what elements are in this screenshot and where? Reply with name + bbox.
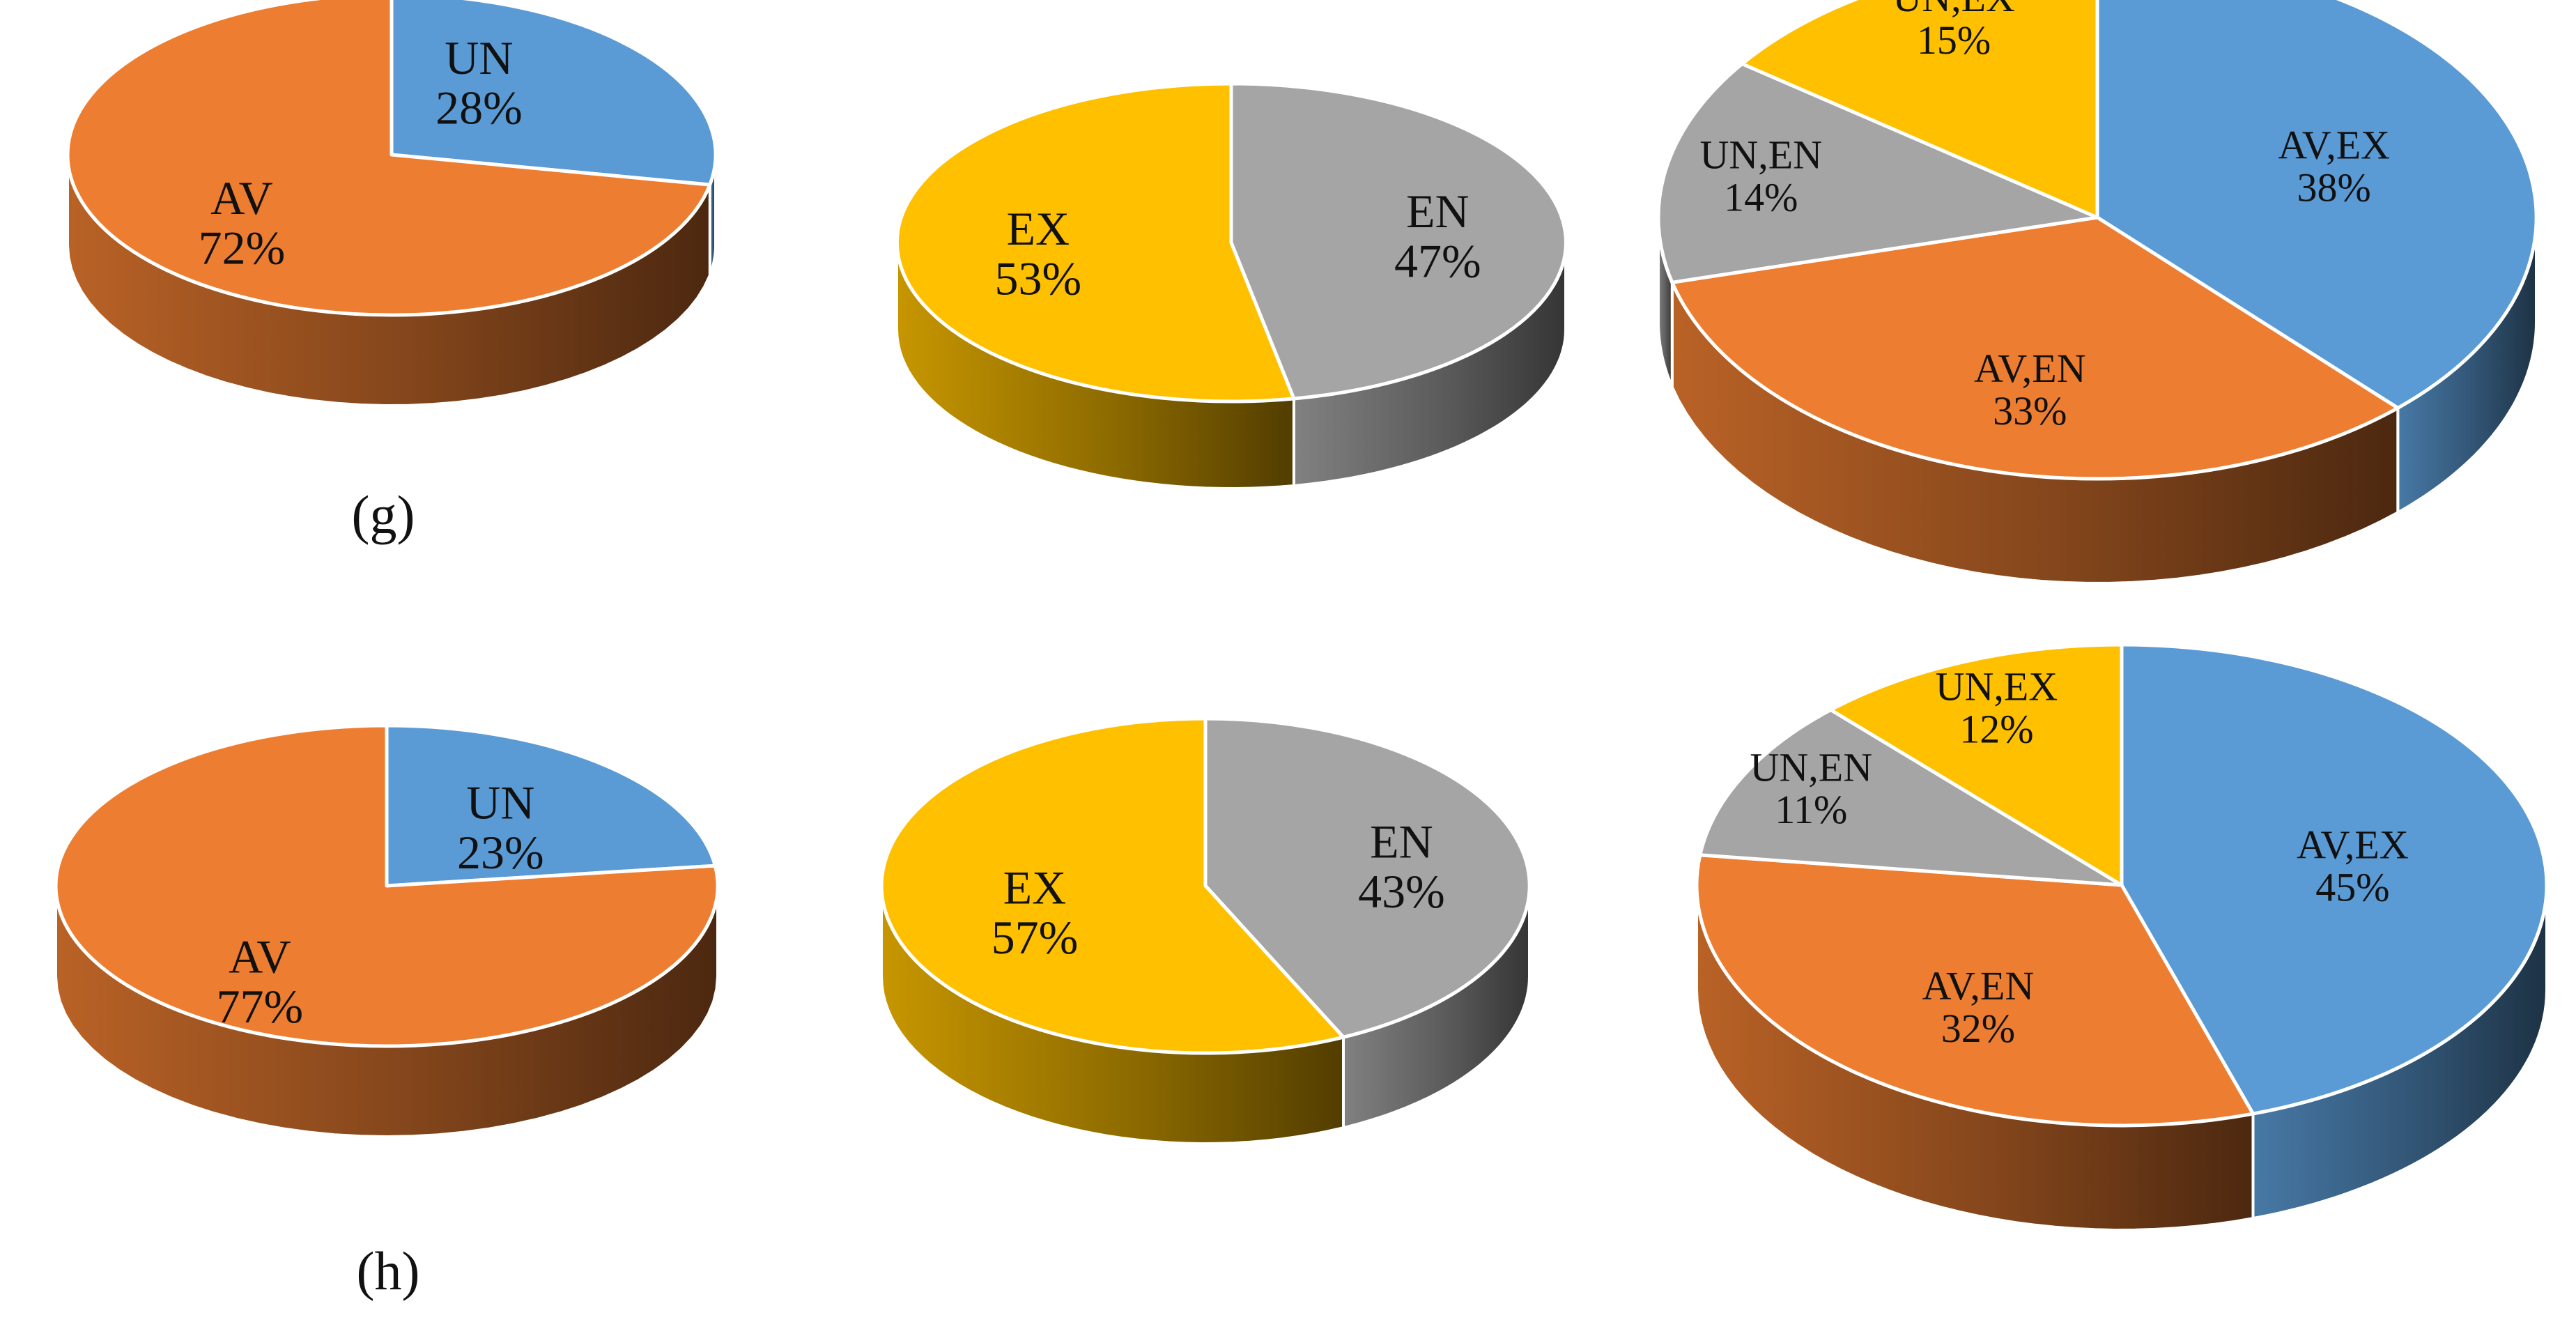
- slice-percent: 28%: [435, 82, 523, 135]
- slice-category: EN: [1370, 815, 1433, 868]
- slice-category: AV: [229, 930, 291, 983]
- slice-label-un-ex: UN,EX15%: [1892, 0, 2015, 63]
- pie-slice-un-ex: [1740, 0, 2099, 220]
- panel-label-g: (g): [352, 484, 415, 545]
- slice-label-un: UN 23%: [457, 776, 544, 879]
- slice-label-en: EN 43%: [1358, 815, 1445, 917]
- pie-slice-av: [54, 723, 720, 1048]
- slice-label-av-ex: AV,EX 38%: [2278, 122, 2390, 210]
- slice-category: UN,EN: [1700, 132, 1823, 178]
- slice-percent: 57%: [992, 911, 1079, 964]
- slice-percent: 32%: [1941, 1006, 2015, 1051]
- slice-label-av: AV 72%: [199, 171, 286, 274]
- pie-slice-av-ex: [2095, 0, 2538, 410]
- pie-slice-av-en: [1695, 853, 2255, 1128]
- pie-slice-av-en: [1670, 215, 2400, 481]
- slice-percent: 14%: [1724, 174, 1798, 220]
- slice-category: UN: [445, 31, 513, 84]
- pie-chart-2: EN 47% EX 53%: [895, 82, 1568, 491]
- pie-slice-av: [65, 0, 712, 317]
- slice-category: UN,EX: [1892, 0, 2015, 20]
- slice-percent: 43%: [1358, 865, 1445, 918]
- pie-slice-un: [390, 0, 718, 187]
- slice-label-en: EN 47%: [1394, 185, 1481, 287]
- slice-label-un-en: UN,EN 14%: [1700, 132, 1823, 220]
- slice-percent: 45%: [2315, 865, 2389, 910]
- pie-slice-av-ex: [2120, 643, 2549, 1116]
- slice-category: AV: [210, 171, 272, 224]
- slice-label-av-ex: AV,EX 45%: [2297, 822, 2409, 910]
- slice-category: UN,EX: [1936, 664, 2058, 709]
- slice-percent: 15%: [1917, 17, 1991, 63]
- slice-percent: 53%: [994, 252, 1081, 305]
- panel-label-h: (h): [357, 1241, 420, 1301]
- slice-category: EN: [1406, 185, 1470, 238]
- slice-category: AV,EX: [2297, 822, 2409, 868]
- pie-slice-un-en: [1698, 708, 2124, 887]
- slice-category: EX: [1006, 202, 1070, 255]
- slice-percent: 38%: [2297, 164, 2371, 210]
- pie-slice-un-ex: [1828, 643, 2124, 887]
- pie-chart-5: EN 43% EX 57%: [879, 716, 1532, 1146]
- slice-label-un: UN 28%: [435, 31, 523, 134]
- slice-label-un-en: UN,EN 11%: [1750, 744, 1873, 832]
- slice-category: EX: [1003, 861, 1067, 914]
- slice-percent: 72%: [199, 222, 286, 275]
- pie-chart-6: AV,EX 45% AV,EN 32% UN,EN 11% UN,EX 12%: [1695, 643, 2549, 1232]
- pie-chart-4: UN 23% AV 77%: [54, 723, 720, 1139]
- slice-percent: 47%: [1394, 234, 1481, 287]
- slice-label-av-en: AV,EN 32%: [1922, 963, 2035, 1051]
- slice-category: AV,EX: [2278, 122, 2390, 167]
- pie-slice-un-en: [1656, 62, 2099, 284]
- slice-percent: 77%: [216, 980, 303, 1033]
- slice-label-ex: EX 57%: [992, 861, 1079, 963]
- pie-charts: UN 28%AV 72%EN 47%EX 53%AV,EX 38%AV,EN 33%UN,E…: [54, 0, 2549, 1232]
- pie-slice-ex: [879, 716, 1345, 1055]
- slice-category: AV,EN: [1974, 346, 2086, 391]
- slice-label-av: AV 77%: [216, 930, 303, 1032]
- pie-slice-en: [1229, 82, 1568, 401]
- pie-slice-ex: [895, 82, 1296, 404]
- slice-label-av-en: AV,EN 33%: [1974, 346, 2086, 433]
- slice-category: AV,EN: [1922, 963, 2035, 1008]
- slice-category: UN,EN: [1750, 744, 1873, 790]
- slice-percent: 11%: [1775, 787, 1847, 832]
- slice-label-ex: EX 53%: [994, 202, 1081, 305]
- pie-slice-un: [385, 723, 717, 888]
- slice-label-un-ex: UN,EX 12%: [1936, 664, 2058, 752]
- pie-slice-en: [1203, 716, 1532, 1039]
- slice-percent: 12%: [1959, 707, 2033, 752]
- slice-percent: 23%: [457, 826, 544, 879]
- slice-category: UN: [466, 776, 534, 829]
- slice-percent: 33%: [1993, 388, 2067, 433]
- pie-chart-1: UN 28% AV 72%: [65, 0, 718, 408]
